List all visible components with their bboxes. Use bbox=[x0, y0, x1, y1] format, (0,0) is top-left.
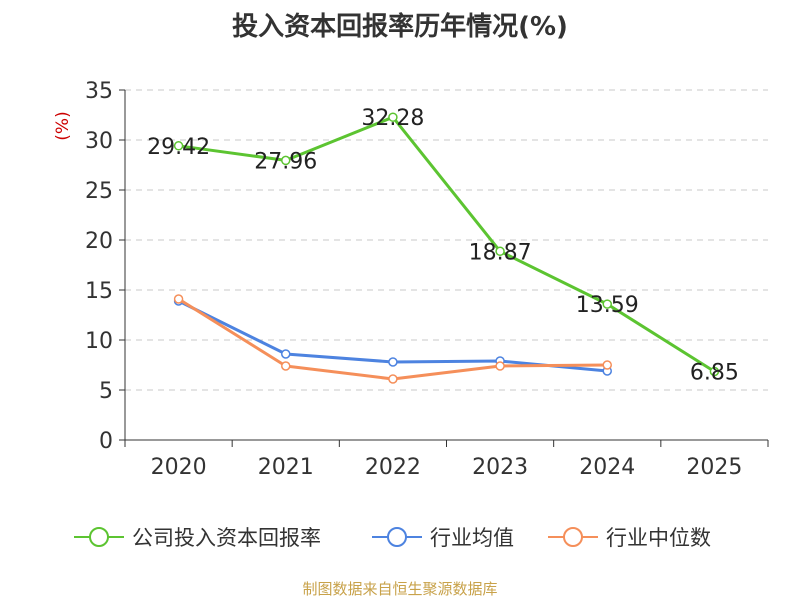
data-point bbox=[173, 141, 184, 151]
legend-label-industry-mean: 行业均值 bbox=[430, 526, 514, 550]
data-label: 13.59 bbox=[576, 293, 639, 318]
legend-label-industry-median: 行业中位数 bbox=[606, 526, 711, 550]
y-tick-label: 10 bbox=[85, 329, 113, 354]
chart-title: 投入资本回报率历年情况(%) bbox=[232, 12, 568, 42]
data-point bbox=[602, 299, 612, 309]
legend-item-company[interactable]: 公司投入资本回报率 bbox=[72, 520, 321, 554]
data-label: 32.28 bbox=[361, 106, 424, 131]
data-labels: 29.42 27.96 32.28 18.87 13.59 6.85 bbox=[147, 106, 739, 385]
data-point bbox=[281, 155, 291, 166]
y-axis-label: (%) bbox=[53, 111, 73, 140]
data-label: 6.85 bbox=[690, 361, 739, 386]
legend-marker-company bbox=[74, 527, 124, 547]
data-point bbox=[281, 349, 291, 359]
x-tick-label: 2023 bbox=[472, 455, 528, 480]
data-point bbox=[388, 374, 398, 384]
legend-marker-industry-median bbox=[548, 527, 598, 547]
x-tick-label: 2024 bbox=[579, 455, 635, 480]
data-point bbox=[709, 366, 720, 377]
x-tick-label: 2022 bbox=[365, 455, 421, 480]
x-tick-label: 2021 bbox=[258, 455, 314, 480]
data-point bbox=[495, 361, 505, 371]
data-point bbox=[602, 360, 612, 370]
y-tick-label: 30 bbox=[85, 129, 113, 154]
data-point bbox=[388, 357, 398, 367]
source-footer: 制图数据来自恒生聚源数据库 bbox=[302, 580, 498, 598]
x-tick-label: 2020 bbox=[151, 455, 207, 480]
y-tick-label: 35 bbox=[85, 79, 113, 104]
data-point bbox=[281, 361, 291, 371]
data-label: 18.87 bbox=[469, 240, 532, 265]
legend-item-industry-median[interactable]: 行业中位数 bbox=[546, 520, 711, 554]
series-line-0 bbox=[178, 115, 716, 373]
y-tick-label: 5 bbox=[99, 379, 113, 404]
legend-marker-industry-mean bbox=[372, 527, 422, 547]
data-label: 29.42 bbox=[147, 135, 210, 160]
series-line-2 bbox=[177, 297, 608, 381]
y-tick-label: 0 bbox=[99, 429, 113, 454]
series-lines bbox=[173, 112, 720, 384]
y-tick-label: 25 bbox=[85, 179, 113, 204]
y-tick-label: 20 bbox=[85, 229, 113, 254]
legend-label-company: 公司投入资本回报率 bbox=[132, 526, 321, 550]
data-point bbox=[495, 246, 505, 257]
y-tick-label: 15 bbox=[85, 279, 113, 304]
x-tick-label: 2025 bbox=[686, 455, 742, 480]
data-point bbox=[388, 112, 398, 122]
grid-lines bbox=[125, 89, 768, 391]
data-point bbox=[173, 294, 184, 304]
legend-item-industry-mean[interactable]: 行业均值 bbox=[370, 520, 514, 554]
data-label: 27.96 bbox=[254, 149, 317, 174]
